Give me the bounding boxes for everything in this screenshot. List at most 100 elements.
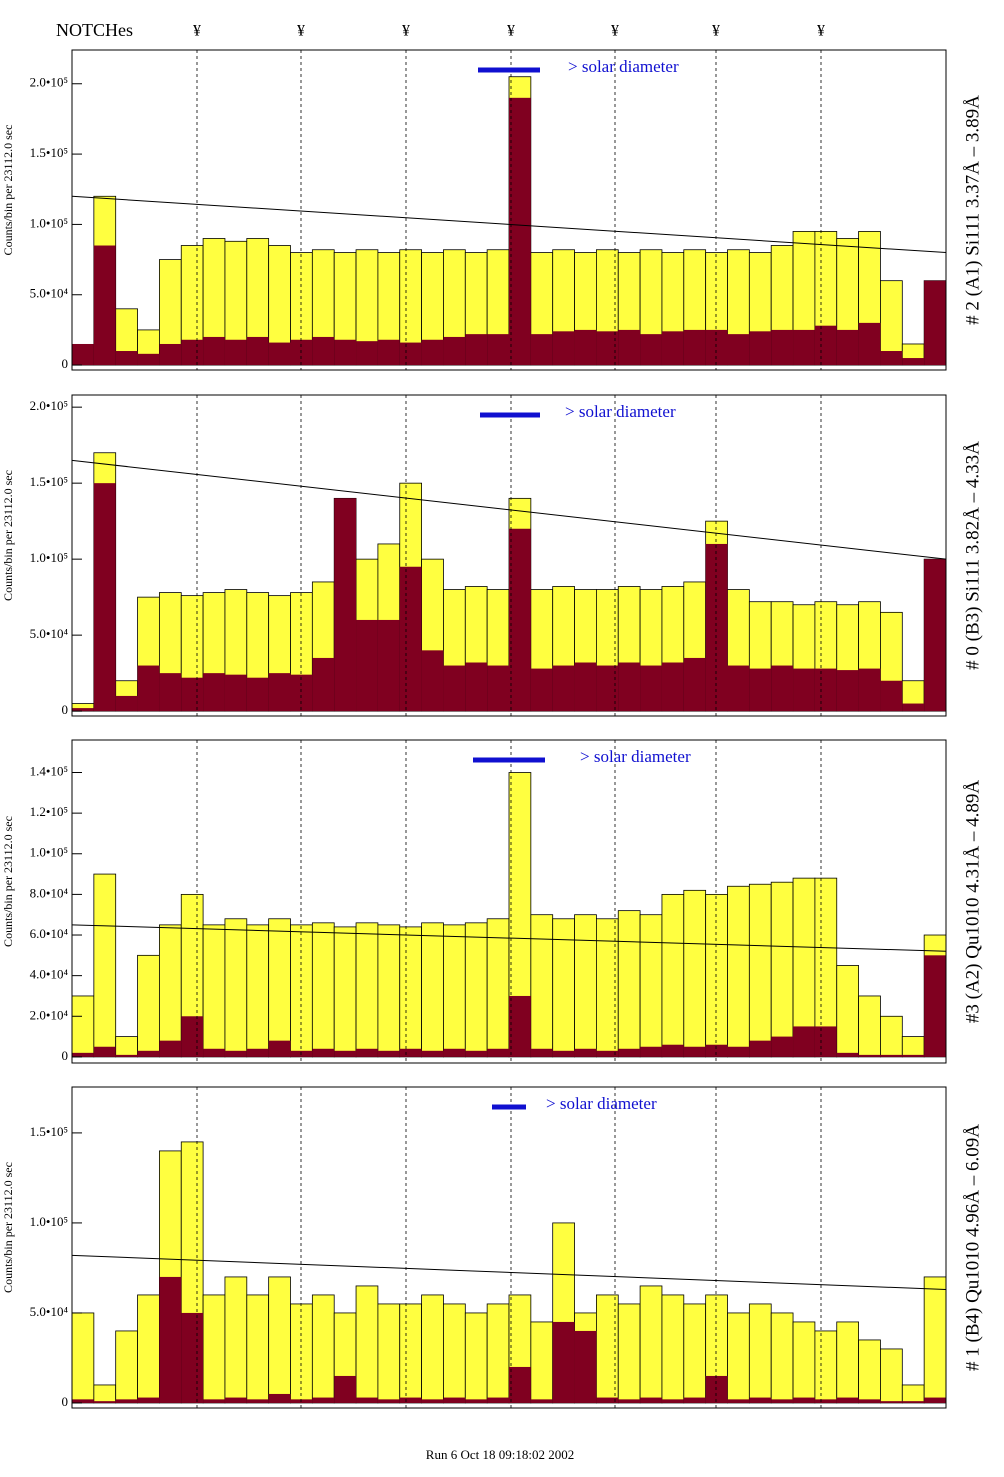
y-tick-label: 2.0•10⁵ bbox=[30, 398, 68, 413]
histogram-bar bbox=[661, 893, 685, 1058]
y-axis-label: Counts/bin per 23112.0 sec bbox=[1, 816, 15, 947]
histogram-bar bbox=[836, 965, 860, 1058]
histogram-bar bbox=[465, 1050, 488, 1057]
notch-marker: ¥ bbox=[507, 23, 515, 40]
histogram-bar bbox=[793, 1026, 815, 1057]
annotation: > solar diameter bbox=[580, 747, 691, 766]
histogram-bar bbox=[224, 339, 247, 366]
histogram-bar bbox=[552, 1321, 575, 1403]
y-tick-label: 6.0•10⁴ bbox=[30, 926, 69, 941]
histogram-bar bbox=[596, 331, 619, 366]
histogram-bar bbox=[640, 1046, 662, 1057]
histogram-bar bbox=[246, 336, 269, 366]
histogram-bar bbox=[793, 329, 815, 366]
histogram-bar bbox=[71, 1312, 95, 1404]
histogram-bar bbox=[181, 677, 204, 712]
y-tick-label: 0 bbox=[62, 356, 69, 371]
histogram-bar bbox=[443, 665, 466, 712]
y-tick-label: 1.0•10⁵ bbox=[30, 215, 68, 230]
notch-marker: ¥ bbox=[817, 23, 825, 40]
histogram-bar bbox=[399, 1397, 422, 1403]
histogram-bar bbox=[705, 543, 728, 712]
histogram-bar bbox=[399, 566, 422, 712]
histogram-bar bbox=[727, 665, 750, 712]
histogram-bar bbox=[115, 1054, 138, 1057]
histogram-bar bbox=[290, 924, 313, 1058]
histogram-bar bbox=[902, 358, 925, 366]
histogram-bar bbox=[880, 1054, 903, 1057]
histogram-bar bbox=[923, 1276, 947, 1404]
histogram-bar bbox=[530, 1321, 554, 1404]
histogram-bar bbox=[224, 1276, 248, 1404]
histogram-bar bbox=[683, 1397, 706, 1403]
notch-marker: ¥ bbox=[402, 23, 410, 40]
plot-frame bbox=[71, 739, 947, 1064]
histogram-bar bbox=[727, 1399, 750, 1403]
histogram-bar bbox=[202, 1294, 226, 1404]
y-tick-label: 1.0•10⁵ bbox=[30, 845, 68, 860]
histogram-bar bbox=[902, 1054, 925, 1057]
histogram-bar bbox=[509, 97, 531, 366]
histogram-bar bbox=[312, 1397, 335, 1403]
histogram-bar bbox=[115, 1330, 138, 1404]
header-title: NOTCHes bbox=[56, 20, 133, 40]
histogram-bar bbox=[312, 1048, 335, 1057]
histogram-bar bbox=[552, 331, 575, 366]
histogram-bar bbox=[749, 1397, 772, 1403]
histogram-bar bbox=[814, 668, 837, 712]
histogram-bar bbox=[137, 1397, 160, 1403]
histogram-bar bbox=[661, 1399, 684, 1403]
histogram-bar bbox=[552, 665, 575, 712]
histogram-bar bbox=[749, 668, 772, 712]
histogram-bar bbox=[356, 341, 378, 366]
histogram-bar bbox=[618, 1048, 641, 1057]
histogram-bar bbox=[203, 1399, 225, 1403]
histogram-bar bbox=[137, 665, 160, 712]
histogram-bar bbox=[377, 1050, 400, 1057]
histogram-bar bbox=[202, 924, 226, 1058]
histogram-bar bbox=[312, 657, 335, 712]
histogram-bar bbox=[814, 1399, 837, 1403]
histogram-bar bbox=[596, 1397, 619, 1403]
histogram-bar bbox=[705, 1375, 728, 1403]
histogram-bar bbox=[683, 1303, 707, 1404]
histogram-bar bbox=[509, 1366, 531, 1403]
histogram-bar bbox=[836, 1321, 860, 1404]
histogram-bar bbox=[617, 1303, 641, 1404]
histogram-bar bbox=[159, 343, 182, 366]
histogram-bar bbox=[727, 1312, 750, 1404]
histogram-bar bbox=[421, 1294, 444, 1404]
y-tick-label: 1.0•10⁵ bbox=[30, 550, 68, 565]
histogram-bar bbox=[421, 1399, 444, 1403]
histogram-bar bbox=[268, 673, 291, 712]
histogram-bar bbox=[246, 924, 270, 1058]
histogram-bar bbox=[203, 336, 225, 366]
y-tick-label: 1.5•10⁵ bbox=[30, 145, 68, 160]
histogram-bar bbox=[377, 1303, 401, 1404]
histogram-bar bbox=[683, 889, 707, 1058]
histogram-bar bbox=[902, 703, 925, 712]
histogram-bar bbox=[399, 926, 423, 1058]
histogram-bar bbox=[618, 662, 641, 712]
histogram-bar bbox=[727, 885, 750, 1058]
histogram-bar bbox=[377, 1399, 400, 1403]
fit-line bbox=[71, 1254, 947, 1291]
histogram-bar bbox=[333, 926, 357, 1058]
histogram-bar bbox=[792, 1321, 816, 1404]
y-tick-label: 5.0•10⁴ bbox=[30, 626, 69, 641]
histogram-bar bbox=[771, 1036, 794, 1057]
histogram-bar bbox=[509, 528, 531, 712]
histogram-bar bbox=[836, 329, 859, 366]
histogram-bar bbox=[72, 1399, 94, 1403]
histogram-bar bbox=[858, 1339, 881, 1404]
histogram-bar bbox=[421, 650, 444, 712]
histogram-bar bbox=[574, 329, 597, 366]
histogram-bar bbox=[93, 483, 116, 712]
histogram-bar bbox=[487, 1048, 509, 1057]
histogram-bar bbox=[137, 353, 160, 366]
panel-label: # 1 (B4) Qu1010 4.96Å – 6.09Å bbox=[962, 1124, 983, 1371]
histogram-bar bbox=[530, 914, 554, 1058]
histogram-bar bbox=[159, 1276, 182, 1403]
histogram-bar bbox=[334, 498, 357, 712]
